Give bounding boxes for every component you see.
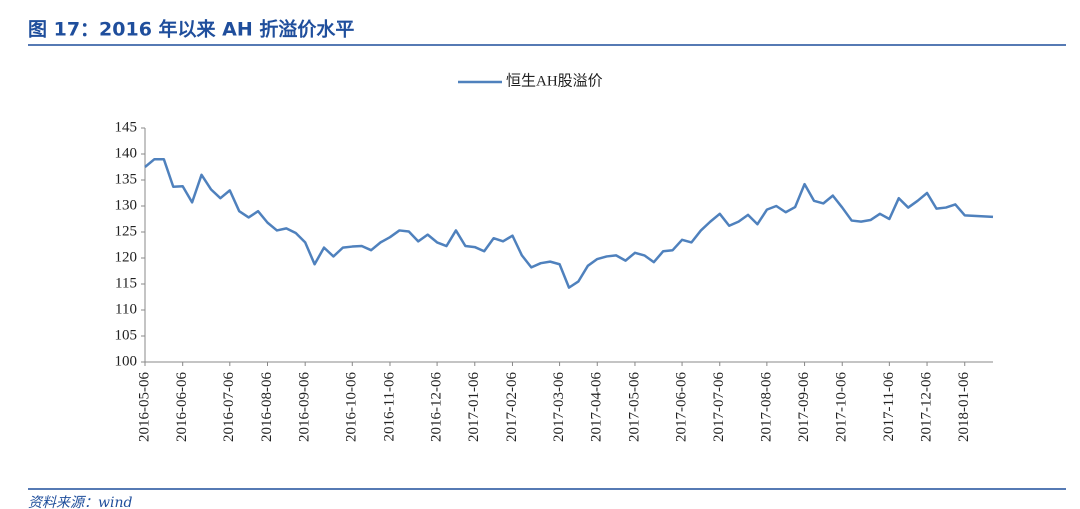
x-tick-label: 2018-01-06 (956, 372, 972, 442)
y-tick-label: 145 (115, 119, 138, 135)
x-tick-label: 2017-04-06 (589, 372, 605, 442)
y-tick-label: 110 (115, 301, 137, 317)
y-tick-label: 125 (115, 223, 138, 239)
x-tick-label: 2016-12-06 (429, 372, 445, 442)
x-tick-label: 2016-10-06 (344, 372, 360, 442)
x-tick-label: 2017-07-06 (711, 372, 727, 442)
y-tick-label: 120 (115, 249, 138, 265)
x-tick-label: 2016-11-06 (381, 372, 397, 442)
x-tick-label: 2017-05-06 (626, 372, 642, 442)
x-tick-label: 2016-08-06 (259, 372, 275, 442)
x-tick-label: 2017-08-06 (758, 372, 774, 442)
x-tick-label: 2017-12-06 (918, 372, 934, 442)
y-tick-label: 140 (115, 145, 138, 161)
x-tick-label: 2017-02-06 (504, 372, 520, 442)
source: 资料来源：wind (28, 495, 132, 509)
x-tick-label: 2016-07-06 (221, 372, 237, 442)
y-tick-label: 130 (115, 197, 138, 213)
y-tick-label: 135 (115, 171, 138, 187)
x-tick-label: 2017-01-06 (466, 372, 482, 442)
y-tick-label: 100 (115, 353, 138, 369)
x-tick-label: 2017-10-06 (834, 372, 850, 442)
y-tick-label: 105 (115, 327, 138, 343)
legend-label: 恒生AH股溢价 (506, 72, 603, 89)
chart-title: 图 17：2016 年以来 AH 折溢价水平 (28, 18, 354, 41)
x-tick-label: 2017-09-06 (796, 372, 812, 442)
series-line (144, 157, 994, 289)
x-tick-label: 2016-09-06 (297, 372, 313, 442)
x-tick-label: 2016-06-06 (174, 372, 190, 442)
y-tick-label: 115 (115, 275, 137, 291)
x-tick-label: 2017-03-06 (551, 372, 567, 442)
x-tick-label: 2017-11-06 (881, 372, 897, 442)
x-tick-label: 2017-06-06 (674, 372, 690, 442)
x-tick-label: 2016-05-06 (136, 372, 152, 442)
